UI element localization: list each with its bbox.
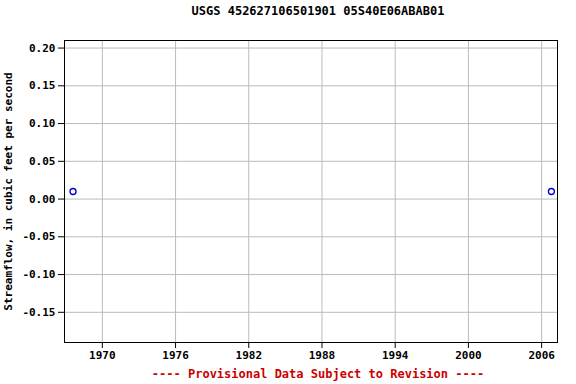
svg-text:2000: 2000: [455, 349, 482, 362]
svg-text:-0.05: -0.05: [22, 230, 55, 243]
html-text:USGS 452627106501901 05S40E06A: USGS 452627106501901 05S40E06ABAB01: [191, 4, 445, 18]
svg-text:1976: 1976: [162, 349, 189, 362]
svg-text:0.10: 0.10: [29, 117, 56, 130]
svg-text:0.20: 0.20: [29, 42, 56, 55]
svg-text:1982: 1982: [236, 349, 262, 362]
html-text:---- Provisional Data Subject: ---- Provisional Data Subject to Revisio…: [151, 367, 485, 381]
svg-text:2006: 2006: [528, 349, 555, 362]
svg-text:0.00: 0.00: [29, 193, 56, 206]
svg-text:0.05: 0.05: [29, 155, 56, 168]
svg-text:1994: 1994: [382, 349, 409, 362]
svg-text:-0.15: -0.15: [22, 306, 55, 319]
svg-text:Streamflow, in cubic feet per: Streamflow, in cubic feet per second: [2, 72, 15, 310]
svg-text:1988: 1988: [309, 349, 336, 362]
svg-text:-0.10: -0.10: [22, 268, 55, 281]
svg-text:0.15: 0.15: [29, 79, 56, 92]
svg-text:1970: 1970: [89, 349, 116, 362]
